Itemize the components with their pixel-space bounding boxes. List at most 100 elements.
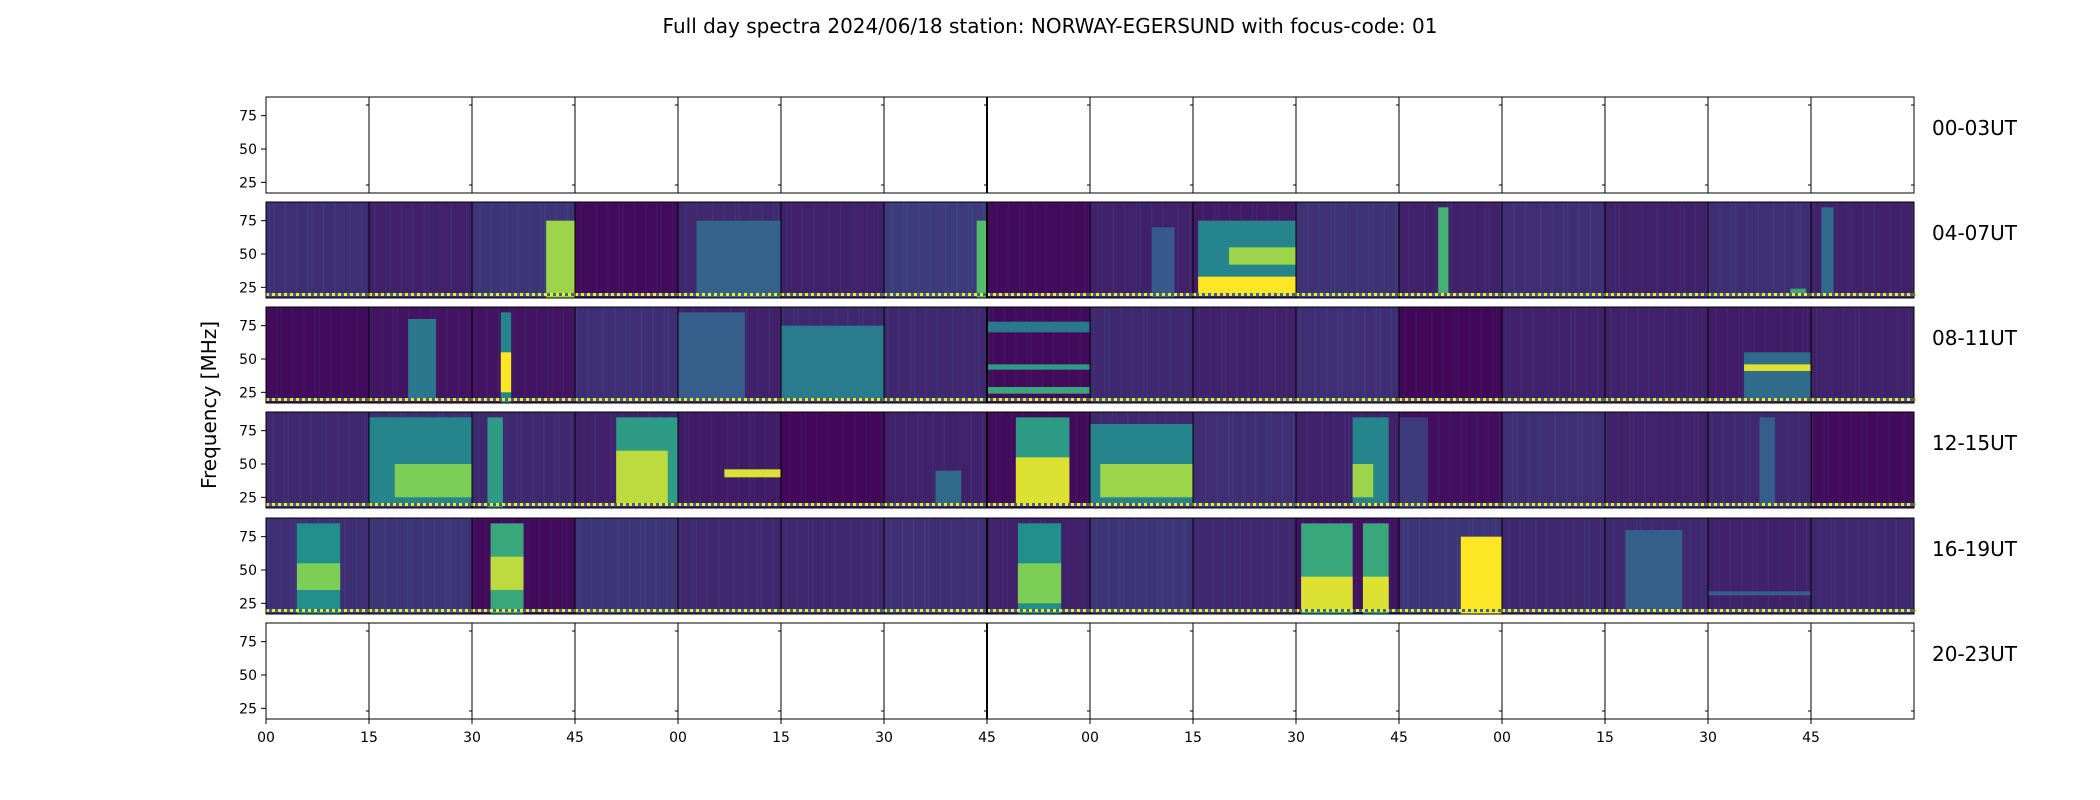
baseline-dash [1786, 398, 1789, 401]
baseline-dash [1320, 398, 1323, 401]
texture-stripe [1250, 518, 1253, 614]
baseline-dash [593, 609, 596, 612]
texture-stripe [551, 307, 553, 403]
panel-background [575, 97, 678, 193]
texture-stripe [1876, 412, 1879, 508]
texture-stripe [1798, 412, 1801, 508]
texture-stripe [1299, 307, 1301, 403]
baseline-dash [1556, 398, 1559, 401]
baseline-dash [435, 398, 438, 401]
baseline-dash [1059, 609, 1062, 612]
texture-stripe [1334, 202, 1336, 298]
baseline-dash [696, 609, 699, 612]
baseline-band [266, 609, 369, 612]
texture-stripe [1487, 412, 1490, 508]
panel-base-intensity [1193, 307, 1296, 403]
emission-band [408, 319, 436, 399]
baseline-dash [1471, 398, 1474, 401]
baseline-dash [284, 609, 287, 612]
baseline-dash [423, 503, 426, 506]
baseline-dash [956, 503, 959, 506]
baseline-dash [1907, 293, 1910, 296]
baseline-dash [465, 293, 468, 296]
baseline-dash [1605, 503, 1608, 506]
texture-stripe [943, 412, 946, 508]
baseline-dash [1429, 293, 1432, 296]
baseline-dash [1695, 503, 1698, 506]
baseline-dash [1083, 293, 1086, 296]
texture-stripe [1569, 307, 1572, 403]
baseline-dash [641, 609, 644, 612]
texture-stripe [1884, 518, 1886, 614]
baseline-band [1605, 609, 1708, 612]
baseline-band [1708, 609, 1811, 612]
y-tick-label: 50 [239, 563, 257, 579]
baseline-dash [1744, 609, 1747, 612]
baseline-dash [1174, 503, 1177, 506]
baseline-dash [1901, 609, 1904, 612]
baseline-dash [1883, 293, 1886, 296]
baseline-band [369, 609, 472, 612]
baseline-dash [914, 398, 917, 401]
baseline-dash [1435, 293, 1438, 296]
baseline-dash [1768, 293, 1771, 296]
spectrum-panel [1810, 306, 1916, 404]
panel-base-intensity [781, 518, 884, 614]
baseline-dash [399, 503, 402, 506]
baseline-dash [1750, 609, 1753, 612]
emission-band [1399, 417, 1428, 508]
emission-band [1744, 352, 1811, 399]
baseline-dash [793, 609, 796, 612]
texture-stripe [768, 307, 771, 403]
baseline-dash [550, 609, 553, 612]
baseline-dash [1059, 293, 1062, 296]
texture-stripe [1348, 412, 1351, 508]
spectrum-panel [677, 411, 783, 509]
spectrum-panel [1089, 622, 1194, 720]
baseline-dash [1308, 503, 1311, 506]
baseline-dash [338, 293, 341, 296]
texture-stripe [996, 202, 998, 298]
baseline-dash [1162, 609, 1165, 612]
baseline-dash [817, 293, 820, 296]
baseline-dash [793, 503, 796, 506]
baseline-dash [1526, 503, 1529, 506]
baseline-dash [1520, 503, 1523, 506]
baseline-dash [1853, 503, 1856, 506]
texture-stripe [912, 518, 915, 614]
texture-stripe [1473, 202, 1475, 298]
texture-stripe [1352, 307, 1355, 403]
texture-stripe [1730, 202, 1733, 298]
baseline-dash [1641, 609, 1644, 612]
spectrum-panel [265, 201, 371, 299]
x-tick-label: 45 [978, 730, 996, 746]
baseline-dash [1550, 503, 1553, 506]
texture-stripe [978, 307, 981, 403]
texture-stripe [902, 202, 905, 298]
baseline-dash [362, 293, 365, 296]
baseline-dash [1217, 609, 1220, 612]
baseline-dash [1817, 503, 1820, 506]
texture-stripe [1134, 518, 1136, 614]
baseline-dash [884, 293, 887, 296]
panel-border [1810, 622, 1915, 720]
baseline-dash [381, 293, 384, 296]
baseline-dash [393, 293, 396, 296]
baseline-dash [1168, 609, 1171, 612]
texture-stripe [504, 412, 507, 508]
texture-stripe [1581, 412, 1583, 508]
panel-base-intensity [1296, 202, 1399, 298]
baseline-dash [1314, 398, 1317, 401]
baseline-dash [332, 609, 335, 612]
baseline-dash [1489, 609, 1492, 612]
baseline-dash [714, 293, 717, 296]
baseline-dash [714, 398, 717, 401]
baseline-dash [1871, 293, 1874, 296]
emission-band [1229, 247, 1296, 265]
texture-stripe [1093, 307, 1095, 403]
baseline-dash [1550, 398, 1553, 401]
texture-stripe [1235, 518, 1237, 614]
texture-stripe [1869, 307, 1872, 403]
baseline-dash [568, 609, 571, 612]
texture-stripe [1002, 518, 1004, 614]
